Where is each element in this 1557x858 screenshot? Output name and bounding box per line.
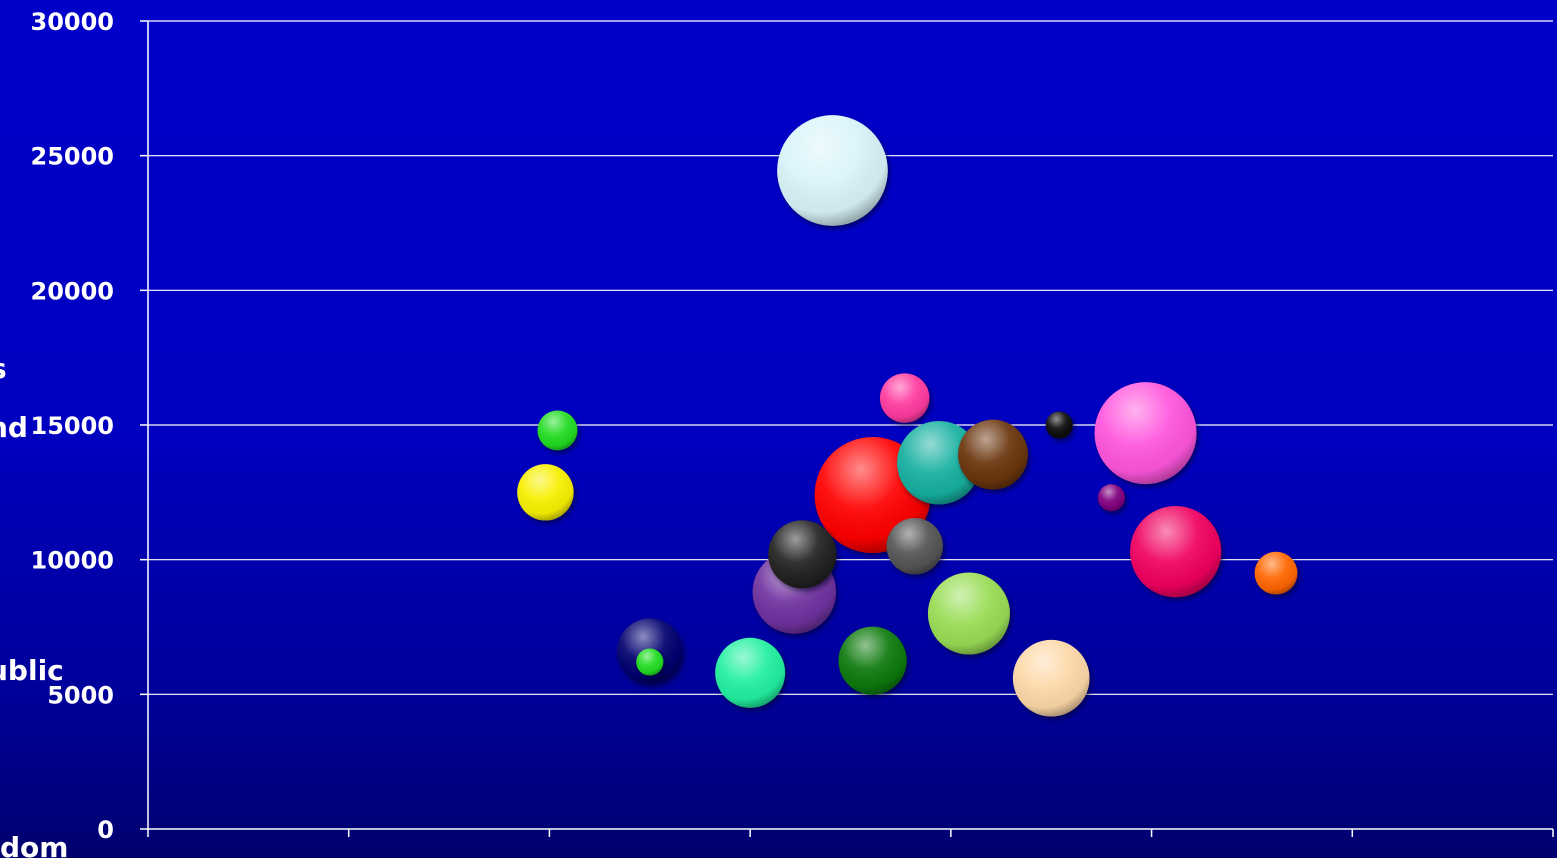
- bubble-gloss: [768, 520, 837, 589]
- cropped-side-label: ublic: [0, 654, 64, 687]
- cropped-side-label: dom: [0, 831, 68, 858]
- bubble: [715, 637, 786, 708]
- bubble-gloss: [777, 115, 888, 226]
- bubble: [1254, 551, 1298, 595]
- bubble: [958, 419, 1028, 490]
- bubble-gloss: [958, 419, 1028, 490]
- bubble-gloss: [517, 464, 574, 521]
- y-tick-label: 30000: [31, 8, 115, 36]
- bubble: [1094, 382, 1197, 485]
- bubble-gloss: [715, 637, 786, 708]
- bubble: [768, 520, 837, 589]
- bubble: [838, 626, 907, 695]
- bubble-gloss: [1045, 411, 1073, 439]
- y-axis-tick-labels: 0 5000 10000 15000 20000 25000 30000: [31, 8, 115, 844]
- bubble-gloss: [537, 410, 578, 451]
- bubble: [897, 420, 981, 505]
- bubble: [886, 518, 943, 575]
- bubble: [1045, 411, 1073, 439]
- bubble: [879, 373, 930, 423]
- bubble-gloss: [1012, 639, 1090, 717]
- y-tick-label: 0: [97, 816, 114, 844]
- bubble-gloss: [1097, 484, 1125, 512]
- bubble: [777, 115, 888, 226]
- bubble: [1130, 505, 1222, 598]
- y-tick-label: 25000: [31, 143, 115, 171]
- bubble-gloss: [838, 626, 907, 695]
- bubble: [1097, 484, 1125, 512]
- bubble-gloss: [927, 572, 1010, 655]
- bubble-gloss: [879, 373, 930, 423]
- cropped-side-labels: s nd ublic dom: [0, 352, 68, 858]
- bubble-gloss: [1130, 505, 1222, 598]
- y-tick-label: 10000: [31, 547, 115, 575]
- bubble: [537, 410, 578, 451]
- bubble: [636, 648, 664, 676]
- bubble: [927, 572, 1010, 655]
- y-tick-label: 20000: [31, 277, 115, 305]
- y-tick-label: 5000: [47, 681, 114, 709]
- bubble-gloss: [1094, 382, 1197, 485]
- bubble: [1012, 639, 1090, 717]
- axes: [140, 20, 1554, 837]
- bubble: [517, 464, 574, 521]
- bubbles: [517, 115, 1298, 717]
- cropped-side-label: s: [0, 352, 7, 385]
- bubble-gloss: [886, 518, 943, 575]
- bubble-gloss: [636, 648, 664, 676]
- y-tick-label: 15000: [31, 412, 115, 440]
- cropped-side-label: nd: [0, 411, 28, 444]
- bubble-gloss: [897, 420, 981, 505]
- bubble-gloss: [1254, 551, 1298, 595]
